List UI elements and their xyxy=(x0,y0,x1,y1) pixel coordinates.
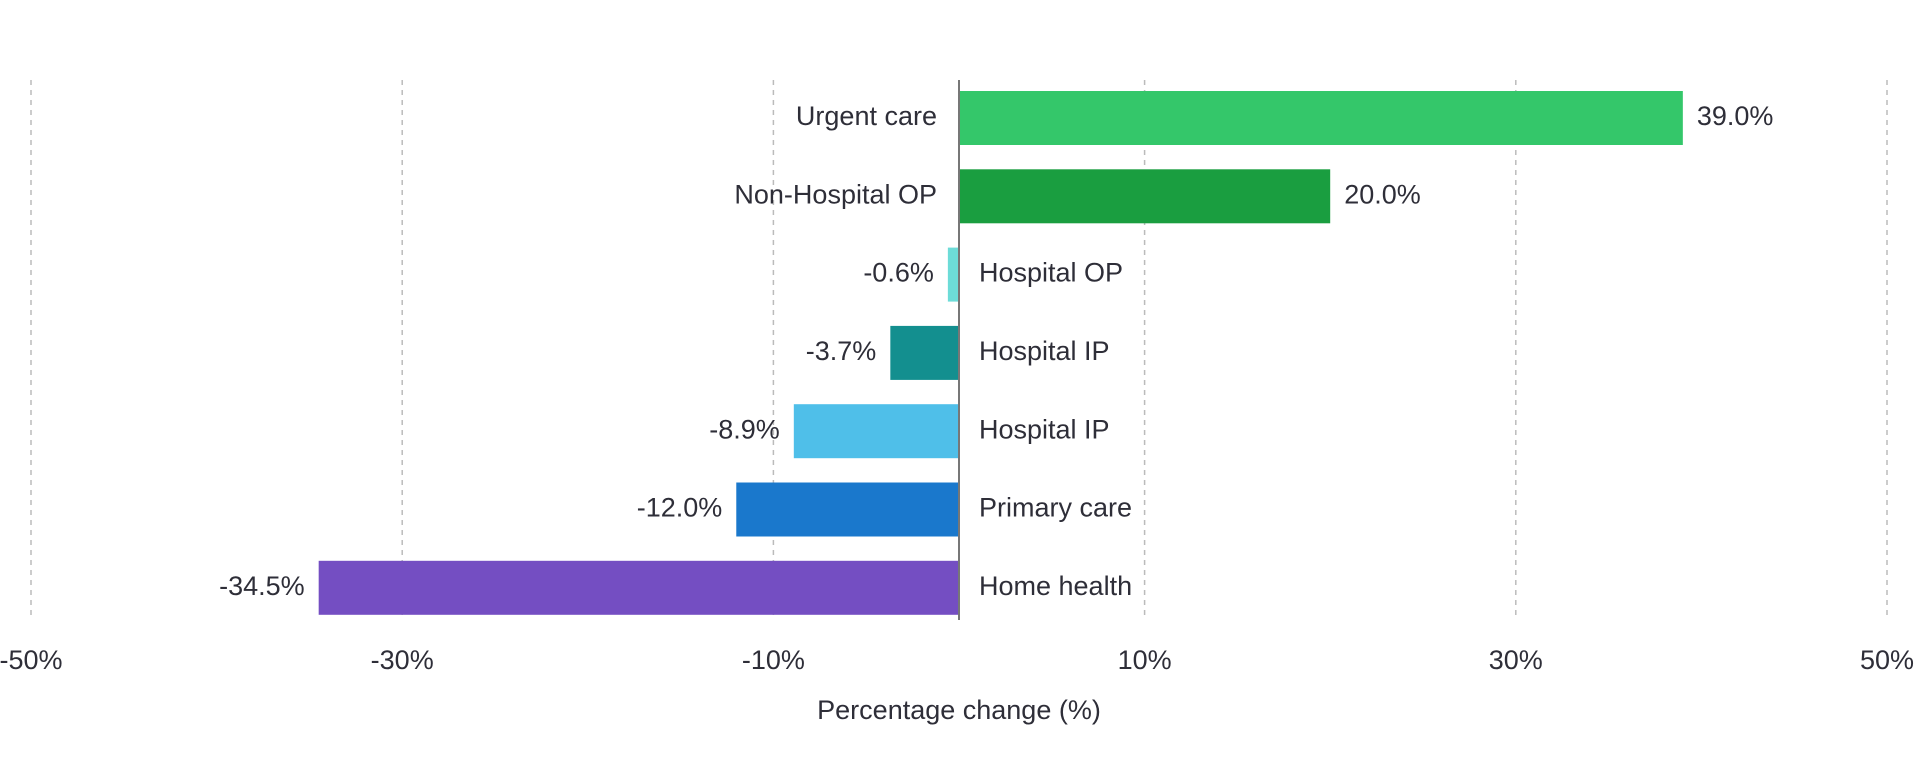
bar xyxy=(959,91,1683,145)
value-label: -3.7% xyxy=(806,336,877,366)
bar xyxy=(959,169,1331,224)
x-tick-label: 10% xyxy=(1118,645,1172,675)
x-tick-label: -10% xyxy=(742,645,805,675)
value-label: -0.6% xyxy=(863,258,934,288)
bar xyxy=(736,482,959,537)
category-label: Non-Hospital OP xyxy=(734,179,937,209)
x-tick-label: 30% xyxy=(1489,645,1543,675)
category-label: Hospital IP xyxy=(979,414,1110,444)
x-tick-label: 50% xyxy=(1860,645,1914,675)
bar xyxy=(318,560,959,615)
category-label: Urgent care xyxy=(796,101,937,131)
value-label: 20.0% xyxy=(1344,179,1421,209)
x-tick-label: -50% xyxy=(0,645,63,675)
category-label: Home health xyxy=(979,571,1132,601)
category-label: Hospital OP xyxy=(979,258,1123,288)
category-label: Hospital IP xyxy=(979,336,1110,366)
value-label: -12.0% xyxy=(637,493,723,523)
x-tick-label: -30% xyxy=(371,645,434,675)
bar xyxy=(890,325,959,380)
value-label: -8.9% xyxy=(709,414,780,444)
bar xyxy=(947,247,959,302)
category-label: Primary care xyxy=(979,493,1132,523)
bar xyxy=(793,404,959,459)
x-axis-title: Percentage change (%) xyxy=(817,695,1101,725)
value-label: -34.5% xyxy=(219,571,305,601)
value-label: 39.0% xyxy=(1697,101,1774,131)
